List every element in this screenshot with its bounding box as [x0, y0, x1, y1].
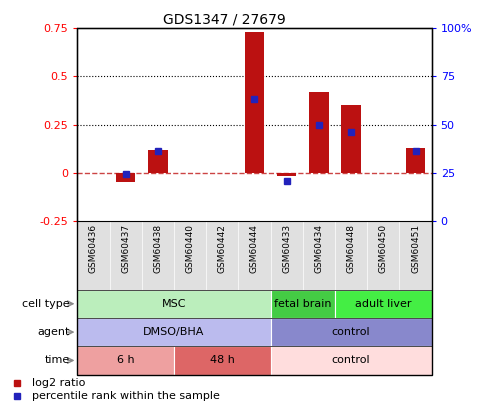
Text: time: time — [44, 356, 70, 365]
Bar — [270, 290, 335, 318]
Text: GSM60450: GSM60450 — [379, 224, 388, 273]
Bar — [148, 149, 168, 173]
Bar — [270, 318, 432, 346]
Text: fetal brain: fetal brain — [274, 299, 331, 309]
Text: control: control — [332, 327, 370, 337]
Bar — [77, 318, 270, 346]
Bar — [277, 173, 296, 177]
Bar — [309, 92, 328, 173]
Text: GSM60448: GSM60448 — [347, 224, 356, 273]
Bar — [77, 346, 174, 375]
Text: GSM60438: GSM60438 — [153, 224, 162, 273]
Text: agent: agent — [37, 327, 70, 337]
Text: GDS1347 / 27679: GDS1347 / 27679 — [163, 12, 286, 26]
Text: control: control — [332, 356, 370, 365]
Text: GSM60442: GSM60442 — [218, 224, 227, 273]
Bar — [245, 32, 264, 173]
Bar — [406, 148, 425, 173]
Text: percentile rank within the sample: percentile rank within the sample — [32, 392, 221, 401]
Bar — [116, 173, 135, 182]
Text: GSM60444: GSM60444 — [250, 224, 259, 273]
Bar — [77, 290, 270, 318]
Text: GSM60433: GSM60433 — [282, 224, 291, 273]
Bar — [335, 290, 432, 318]
Text: GSM60436: GSM60436 — [89, 224, 98, 273]
Text: adult liver: adult liver — [355, 299, 412, 309]
Text: MSC: MSC — [162, 299, 186, 309]
Text: DMSO/BHA: DMSO/BHA — [143, 327, 205, 337]
Text: GSM60451: GSM60451 — [411, 224, 420, 273]
Text: GSM60440: GSM60440 — [186, 224, 195, 273]
Text: log2 ratio: log2 ratio — [32, 378, 86, 388]
Bar — [341, 105, 361, 173]
Text: 6 h: 6 h — [117, 356, 134, 365]
Bar — [174, 346, 270, 375]
Text: 48 h: 48 h — [210, 356, 235, 365]
Text: GSM60434: GSM60434 — [314, 224, 323, 273]
Text: GSM60437: GSM60437 — [121, 224, 130, 273]
Bar — [270, 346, 432, 375]
Text: cell type: cell type — [22, 299, 70, 309]
